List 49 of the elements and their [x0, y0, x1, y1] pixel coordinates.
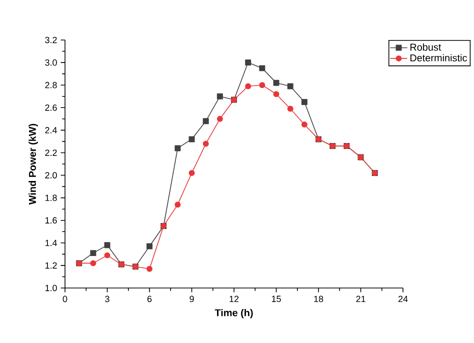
point — [287, 83, 294, 90]
point — [188, 170, 195, 176]
point — [245, 60, 252, 66]
point — [104, 242, 110, 248]
y-tick-label: 2.0 — [45, 172, 57, 178]
point — [259, 82, 266, 88]
point — [174, 202, 181, 208]
x-tick-label: 3 — [105, 296, 110, 302]
point — [146, 243, 152, 250]
x-axis-title: Time (h) — [214, 308, 253, 318]
y-tick-label: 2.8 — [45, 82, 57, 88]
point — [273, 91, 280, 98]
point — [259, 65, 266, 72]
x-tick-label: 0 — [62, 296, 68, 302]
x-tick-label: 18 — [314, 296, 324, 302]
point — [287, 106, 294, 112]
point — [188, 136, 195, 142]
y-tick-label: 2.6 — [45, 104, 57, 111]
point — [216, 93, 223, 100]
point — [273, 80, 280, 86]
point — [245, 83, 252, 90]
x-tick-label: 24 — [398, 296, 408, 302]
y-tick-label: 2.4 — [45, 127, 57, 134]
legend-label: Robust — [410, 43, 442, 51]
y-tick-label: 3.2 — [45, 36, 57, 44]
y-tick-label: 1.2 — [45, 262, 57, 269]
point — [301, 99, 308, 105]
y-tick-label: 3.0 — [45, 59, 57, 66]
x-tick-label: 6 — [147, 296, 152, 302]
x-tick-label: 15 — [272, 296, 281, 302]
y-tick-label: 1.0 — [45, 284, 57, 292]
point — [174, 145, 181, 152]
point — [90, 260, 96, 266]
legend-label: Deterministic — [410, 54, 467, 62]
point — [202, 118, 209, 124]
point — [104, 252, 110, 258]
y-tick-label: 1.6 — [45, 217, 57, 224]
point — [216, 116, 223, 122]
y-tick-label: 1.4 — [45, 240, 57, 246]
point — [146, 266, 152, 272]
y-axis-title: Wind Power (kW) — [28, 124, 38, 205]
point — [301, 122, 308, 128]
x-tick-label: 9 — [190, 296, 194, 302]
point — [90, 250, 96, 256]
y-tick-label: 2.2 — [45, 150, 57, 156]
point — [202, 140, 209, 147]
x-tick-label: 21 — [356, 296, 366, 302]
x-tick-label: 12 — [230, 296, 239, 302]
y-tick-label: 1.8 — [45, 194, 57, 201]
